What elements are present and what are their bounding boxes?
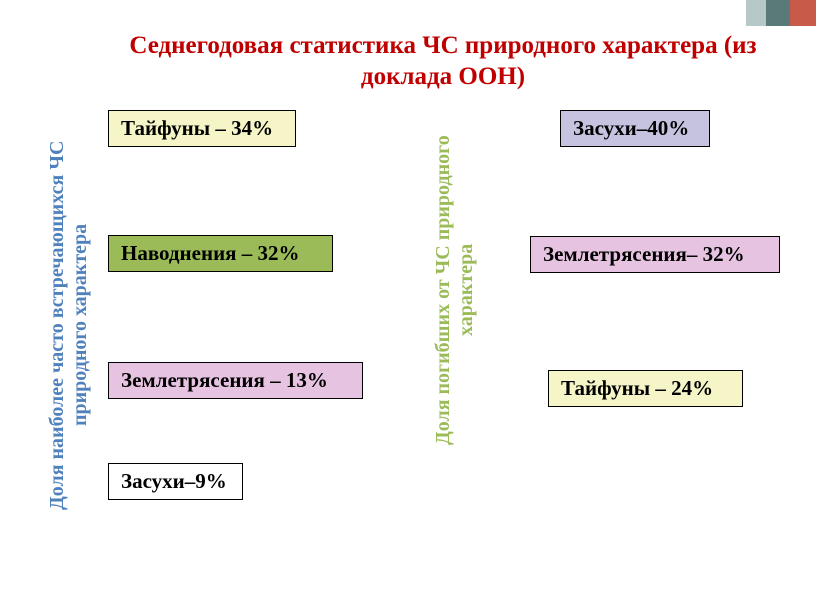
left-axis-label: Доля наиболее часто встречающихся ЧС при… xyxy=(46,115,92,535)
right-stat-box-2: Тайфуны – 24% xyxy=(548,370,743,407)
left-stat-box-2: Землетрясения – 13% xyxy=(108,362,363,399)
left-stat-box-3: Засухи–9% xyxy=(108,463,243,500)
corner-decoration xyxy=(746,0,816,26)
deco-stripe-2 xyxy=(766,0,790,26)
right-axis-label: Доля погибших от ЧС природного характера xyxy=(432,115,478,465)
right-stat-box-0: Засухи–40% xyxy=(560,110,710,147)
left-stat-box-1: Наводнения – 32% xyxy=(108,235,333,272)
left-stat-box-0: Тайфуны – 34% xyxy=(108,110,296,147)
slide-title: Седнегодовая статистика ЧС природного ха… xyxy=(110,30,776,93)
deco-stripe-3 xyxy=(790,0,816,26)
right-stat-box-1: Землетрясения– 32% xyxy=(530,236,780,273)
deco-stripe-1 xyxy=(746,0,766,26)
